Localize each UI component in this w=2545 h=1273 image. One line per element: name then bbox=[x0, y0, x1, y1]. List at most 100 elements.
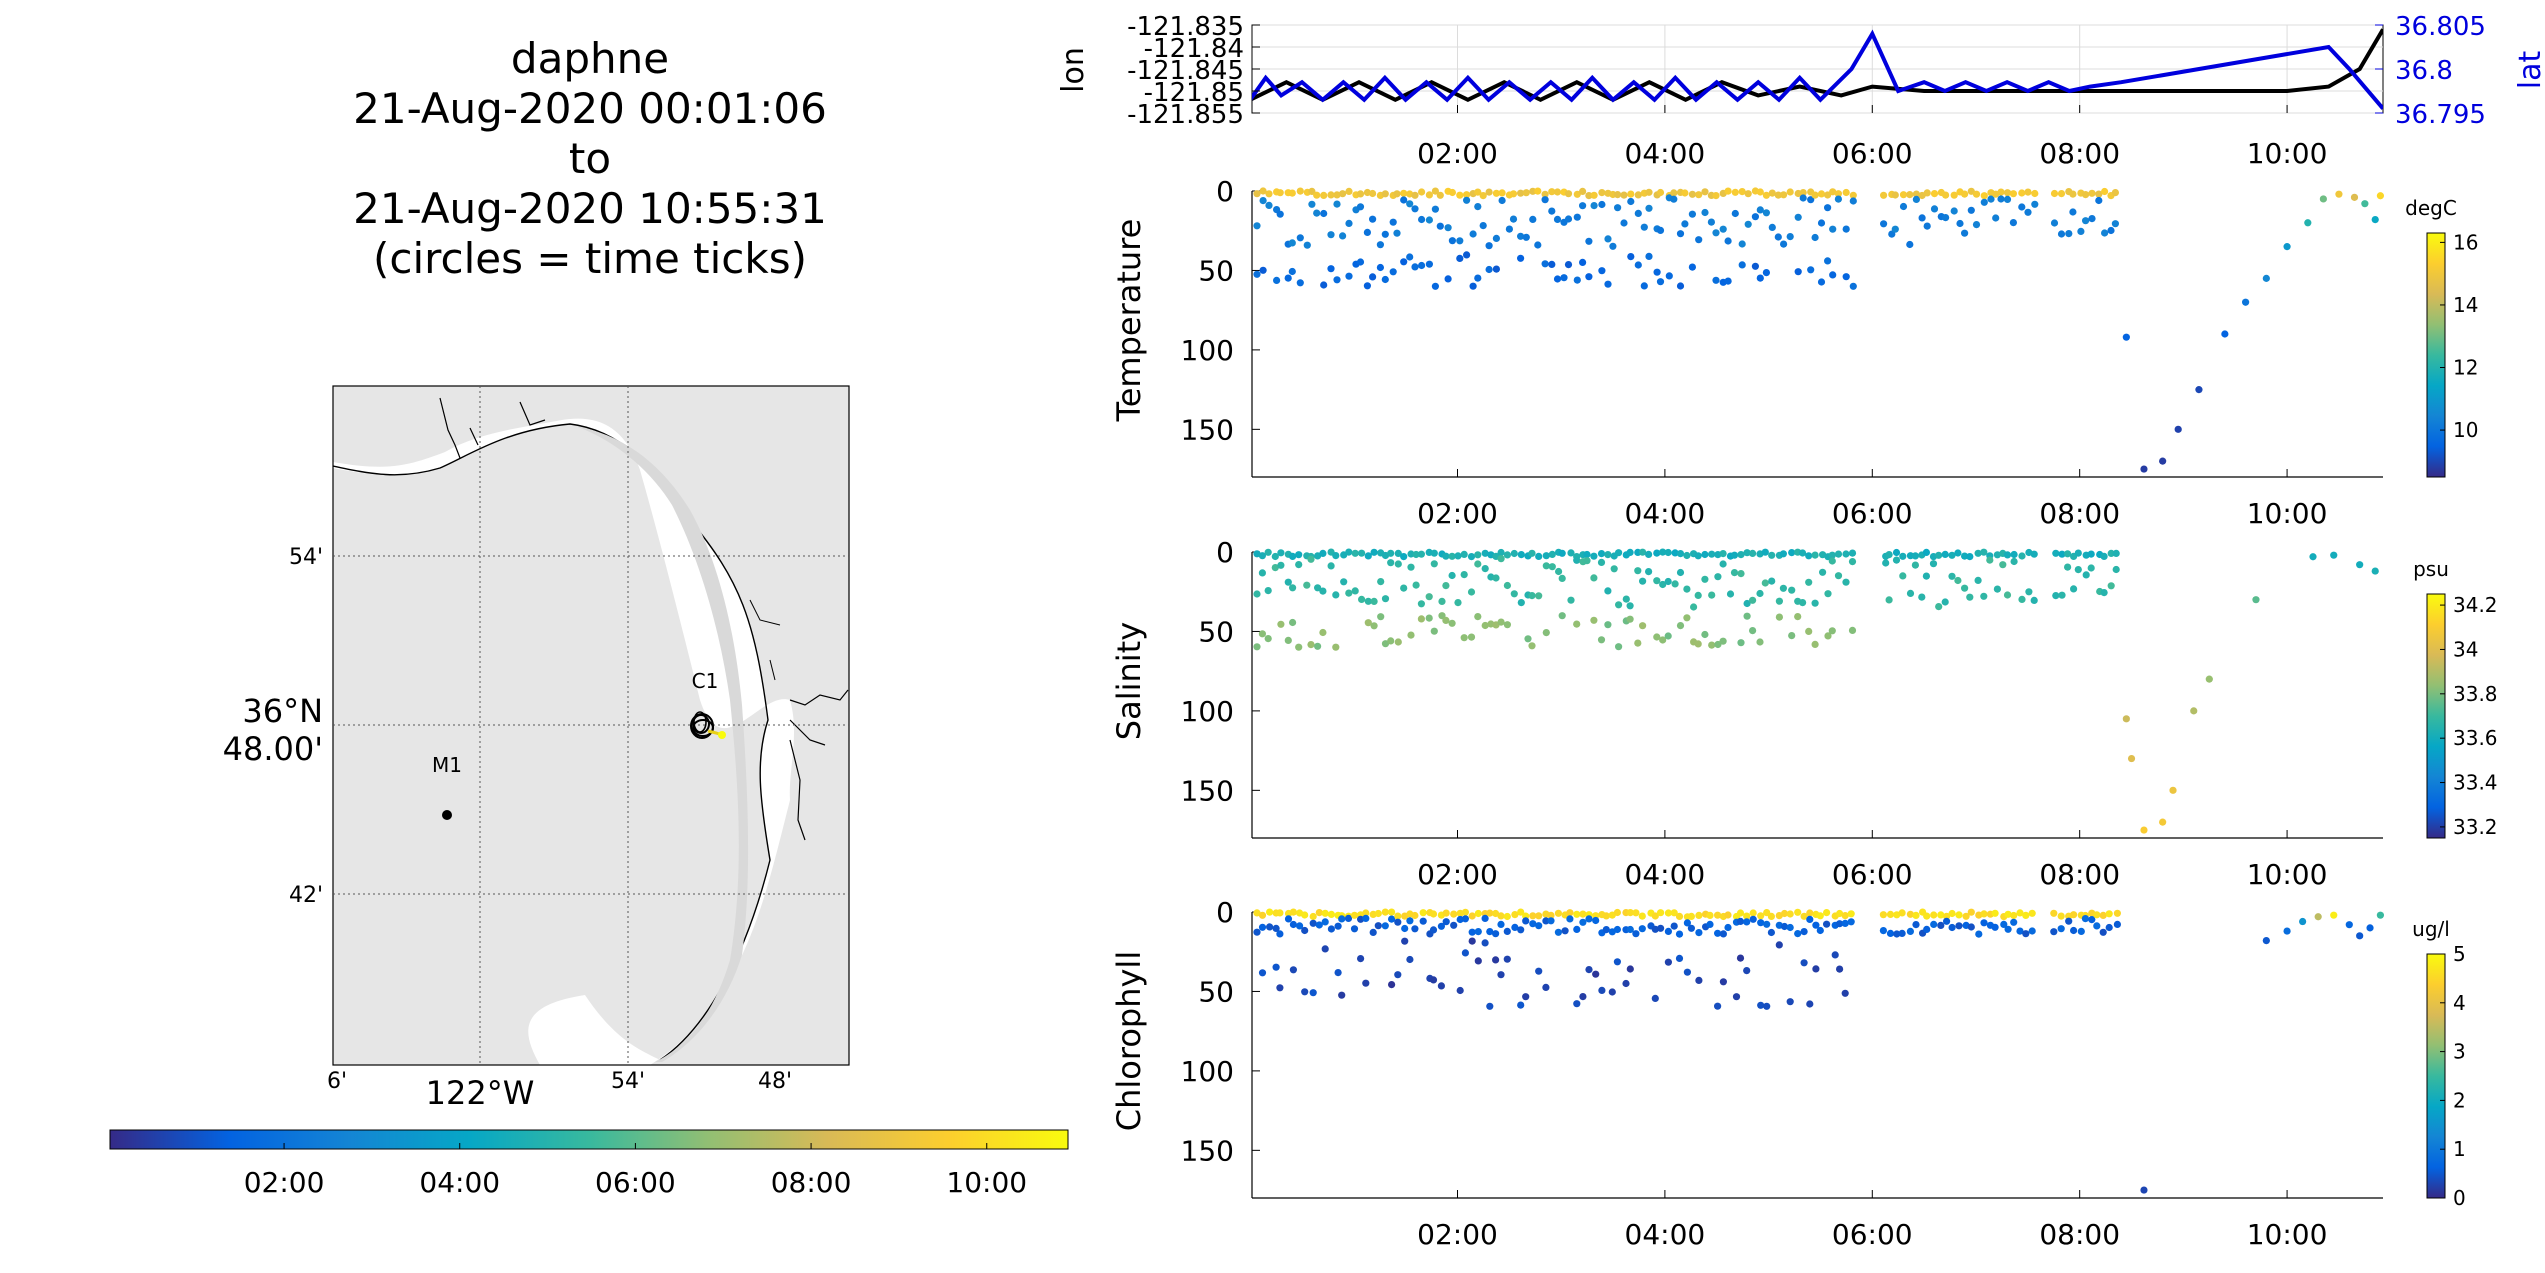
chlorophyll-data-point bbox=[1657, 924, 1665, 932]
chlorophyll-data-point bbox=[1369, 928, 1377, 937]
chlorophyll-data-point bbox=[1613, 908, 1621, 917]
chlorophyll-data-point bbox=[1362, 909, 1370, 917]
salinity-data-point bbox=[1842, 550, 1850, 558]
salinity-data-point bbox=[2159, 818, 2167, 826]
time-colorbar-gradient bbox=[109, 1129, 1069, 1150]
salinity-colorbar-tick-label: 34.2 bbox=[2453, 593, 2498, 617]
salinity-data-point bbox=[1676, 550, 1685, 558]
temperature-data-point bbox=[1517, 189, 1525, 197]
salinity-data-point bbox=[2371, 567, 2379, 575]
chlorophyll-data-point bbox=[1812, 921, 1820, 929]
temperature-data-point bbox=[2077, 227, 2085, 235]
chlorophyll-data-point bbox=[1579, 918, 1587, 926]
temperature-data-point bbox=[1541, 260, 1549, 268]
temperature-data-point bbox=[1899, 191, 1908, 199]
chlorophyll-data-point bbox=[1547, 911, 1555, 920]
temperature-data-point bbox=[1817, 219, 1826, 227]
temperature-data-point bbox=[1786, 188, 1794, 196]
temperature-data-point bbox=[1912, 195, 1920, 203]
river-lines-east bbox=[789, 689, 849, 841]
temperature-data-point bbox=[2069, 190, 2077, 198]
chlorophyll-data-point bbox=[1321, 918, 1329, 926]
chlorophyll-data-point bbox=[1461, 915, 1469, 923]
position-ytick-label-left: -121.855 bbox=[1127, 100, 1244, 130]
temperature-data-point bbox=[1320, 281, 1328, 289]
temperature-data-point bbox=[1553, 188, 1562, 196]
chlorophyll-data-point bbox=[1253, 909, 1261, 917]
chlorophyll-data-point bbox=[1492, 930, 1500, 938]
temperature-data-point bbox=[2283, 243, 2291, 251]
temperature-xtick-label: 02:00 bbox=[1417, 497, 1498, 530]
salinity-panel: 0 50 100 150 02:00 04:00 06:00 08:00 10:00 Salini… bbox=[1110, 536, 2498, 891]
salinity-data-point bbox=[1779, 550, 1787, 558]
salinity-data-point bbox=[1417, 600, 1425, 608]
temperature-data-point bbox=[2159, 457, 2167, 465]
salinity-data-point bbox=[1719, 560, 1727, 568]
salinity-data-point bbox=[1819, 568, 1827, 576]
temperature-data-point bbox=[1842, 225, 1850, 233]
salinity-data-point bbox=[1737, 551, 1745, 559]
salinity-data-point bbox=[1659, 636, 1667, 644]
temperature-data-point bbox=[2088, 215, 2096, 223]
temperature-data-point bbox=[1411, 263, 1419, 271]
chlorophyll-data-point bbox=[1670, 909, 1678, 917]
chlorophyll-xtick-label: 08:00 bbox=[2039, 1218, 2120, 1251]
temperature-data-point bbox=[1369, 189, 1377, 198]
chlorophyll-data-point bbox=[1468, 912, 1476, 920]
temperature-data-point bbox=[1609, 242, 1617, 250]
salinity-data-point bbox=[1517, 551, 1525, 559]
chlorophyll-data-point bbox=[1522, 917, 1530, 925]
chlorophyll-data-point bbox=[1823, 909, 1831, 917]
chlorophyll-data-point bbox=[2081, 915, 2089, 923]
salinity-data-point bbox=[2356, 561, 2364, 569]
chlorophyll-data-point bbox=[2105, 923, 2113, 932]
chlorophyll-data-point bbox=[1554, 928, 1562, 936]
temperature-data-point bbox=[1363, 228, 1371, 236]
chlorophyll-data-point bbox=[2077, 927, 2085, 936]
temperature-data-point bbox=[1485, 265, 1493, 274]
temperature-data-point bbox=[1456, 237, 1464, 245]
salinity-data-point bbox=[1604, 587, 1612, 595]
temperature-data-point bbox=[1695, 191, 1703, 199]
temperature-data-point bbox=[1273, 276, 1281, 284]
salinity-data-point bbox=[1597, 558, 1606, 567]
chlorophyll-data-point bbox=[1800, 928, 1808, 936]
salinity-colorbar-tick-label: 33.2 bbox=[2453, 815, 2498, 839]
salinity-data-point bbox=[1743, 612, 1751, 620]
lon-label-center: 122°W bbox=[426, 1074, 535, 1112]
salinity-data-point bbox=[1954, 549, 1962, 557]
chlorophyll-data-point bbox=[1675, 912, 1684, 921]
salinity-data-point bbox=[1805, 627, 1813, 636]
chlorophyll-data-point bbox=[1714, 911, 1722, 919]
salinity-data-point bbox=[1583, 550, 1591, 559]
salinity-data-point bbox=[1768, 577, 1776, 585]
salinity-data-point bbox=[1974, 549, 1982, 557]
salinity-data-point bbox=[1264, 587, 1272, 595]
chlorophyll-data-point bbox=[1497, 912, 1505, 920]
temperature-data-point bbox=[1560, 274, 1568, 282]
chlorophyll-data-point bbox=[1683, 919, 1691, 927]
temperature-xtick-label: 10:00 bbox=[2247, 497, 2328, 530]
temperature-data-point bbox=[1381, 190, 1389, 198]
salinity-data-point bbox=[1417, 615, 1425, 623]
salinity-points bbox=[1253, 548, 2379, 834]
temperature-data-point bbox=[1541, 190, 1549, 198]
salinity-data-point bbox=[1303, 581, 1311, 589]
temperature-data-point bbox=[2082, 191, 2090, 199]
salinity-data-point bbox=[2010, 550, 2018, 559]
temperature-data-point bbox=[1474, 188, 1482, 196]
temperature-data-point bbox=[1961, 190, 1969, 198]
salinity-data-point bbox=[1528, 642, 1536, 650]
salinity-data-point bbox=[1319, 587, 1327, 595]
chlorophyll-data-point bbox=[1474, 928, 1482, 936]
salinity-data-point bbox=[1548, 563, 1556, 571]
temperature-data-point bbox=[2024, 188, 2032, 196]
temperature-data-point bbox=[1942, 191, 1950, 199]
temperature-data-point bbox=[1381, 275, 1389, 284]
temperature-data-point bbox=[1676, 230, 1685, 238]
temperature-data-point bbox=[1614, 204, 1622, 212]
salinity-data-point bbox=[1788, 632, 1796, 640]
salinity-data-point bbox=[1986, 556, 1994, 564]
temperature-data-point bbox=[1824, 257, 1832, 265]
chlorophyll-colorbar-tick-label: 1 bbox=[2453, 1137, 2466, 1161]
